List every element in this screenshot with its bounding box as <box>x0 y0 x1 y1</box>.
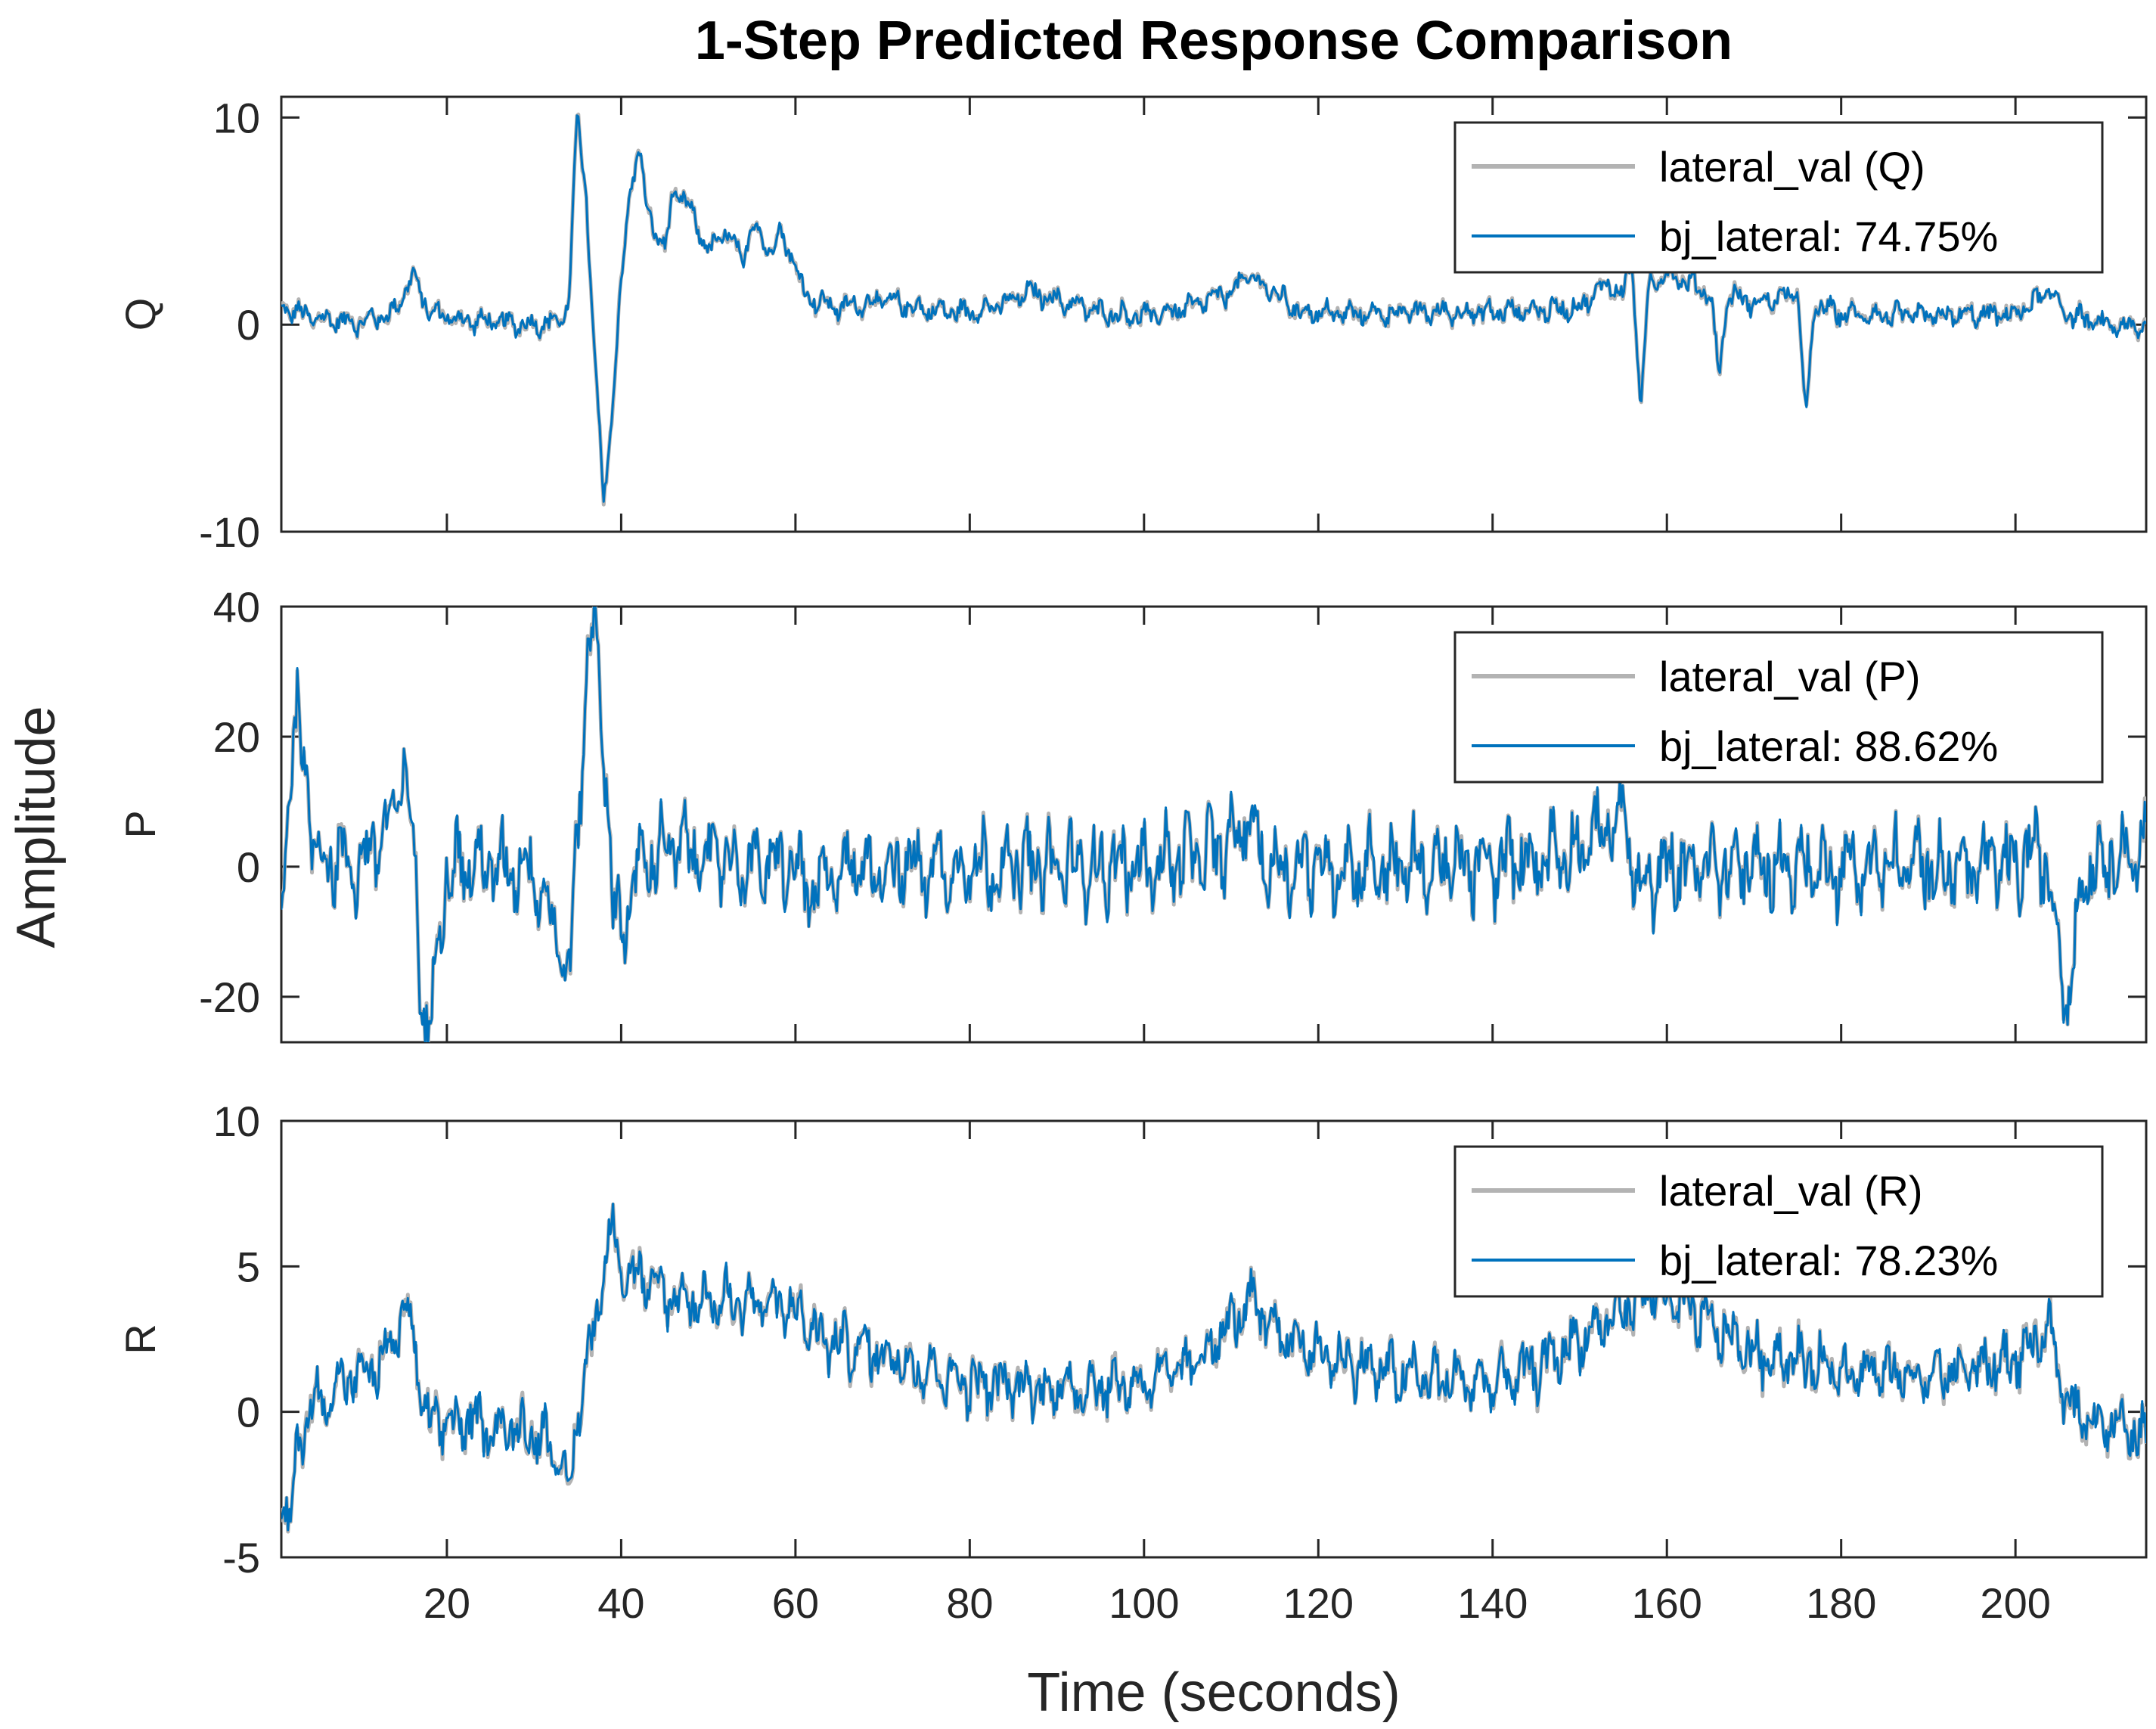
series-group <box>281 112 2146 507</box>
y-tick-label: 5 <box>237 1243 260 1290</box>
legend: lateral_val (R) bj_lateral: 78.23% <box>1453 1145 2104 1298</box>
series-group <box>281 607 2146 1042</box>
legend-label-measured: lateral_val (P) <box>1659 653 1920 700</box>
x-tick-label: 160 <box>1631 1579 1702 1627</box>
legend-label-predicted: bj_lateral: 78.23% <box>1659 1237 1998 1284</box>
y-tick-label: 40 <box>213 583 260 631</box>
x-tick-label: 120 <box>1283 1579 1354 1627</box>
series-line-predicted <box>281 607 2146 1042</box>
x-tick-label: 180 <box>1806 1579 1876 1627</box>
y-tick-label: -20 <box>199 973 260 1021</box>
y-tick-label: 0 <box>237 301 260 349</box>
x-tick-label: 140 <box>1457 1579 1528 1627</box>
y-tick-label: 10 <box>213 1097 260 1145</box>
y-tick-label: 0 <box>237 843 260 891</box>
legend-box <box>1453 121 2104 274</box>
x-tick-label: 60 <box>772 1579 819 1627</box>
y-tick-label: -10 <box>199 508 260 556</box>
y-tick-label: 20 <box>213 713 260 761</box>
panel-ylabel-r: R <box>116 1324 164 1354</box>
legend: lateral_val (P) bj_lateral: 88.62% <box>1453 631 2104 784</box>
chart-title: 1-Step Predicted Response Comparison <box>695 11 1733 71</box>
legend-label-predicted: bj_lateral: 74.75% <box>1659 213 1998 260</box>
x-tick-label: 20 <box>423 1579 470 1627</box>
y-axis-title: Amplitude <box>6 706 67 948</box>
x-tick-label: 200 <box>1980 1579 2050 1627</box>
series-group <box>281 1202 2146 1534</box>
panel-ylabel-p: P <box>116 810 164 838</box>
legend: lateral_val (Q) bj_lateral: 74.75% <box>1453 121 2104 274</box>
y-tick-label: -5 <box>222 1534 260 1582</box>
x-axis-title: Time (seconds) <box>1027 1662 1400 1723</box>
series-line-predicted <box>281 1203 2146 1532</box>
y-tick-label: 0 <box>237 1389 260 1436</box>
x-tick-label: 80 <box>946 1579 993 1627</box>
x-tick-label: 100 <box>1109 1579 1179 1627</box>
legend-label-measured: lateral_val (Q) <box>1659 143 1925 191</box>
x-tick-label: 40 <box>597 1579 644 1627</box>
panel-ylabel-q: Q <box>116 298 164 331</box>
y-tick-label: 10 <box>213 94 260 141</box>
legend-label-measured: lateral_val (R) <box>1659 1167 1923 1215</box>
series-line-predicted <box>281 114 2146 503</box>
legend-label-predicted: bj_lateral: 88.62% <box>1659 722 1998 770</box>
legend-box <box>1453 1145 2104 1298</box>
legend-box <box>1453 631 2104 784</box>
